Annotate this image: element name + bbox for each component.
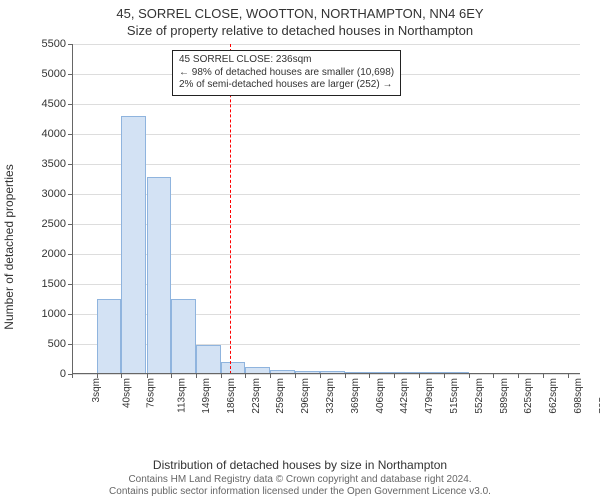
chart-area: 0 500 1000 1500 2000 2500 3000 3500 4000 4500 5000… <box>0 44 600 450</box>
x-tick-label: 662sqm <box>548 378 559 414</box>
x-tick-label: 40sqm <box>122 378 133 408</box>
x-tick-label: 406sqm <box>375 378 386 414</box>
chart-title-sub: Size of property relative to detached ho… <box>0 21 600 38</box>
x-axis-label: Distribution of detached houses by size … <box>0 458 600 472</box>
chart-container: { "title_main": "45, SORREL CLOSE, WOOTT… <box>0 0 600 500</box>
x-tick-mark <box>245 374 246 378</box>
plot-area: 0500100015002000250030003500400045005000… <box>72 44 580 374</box>
x-tick-mark <box>568 374 569 378</box>
x-tick-mark <box>444 374 445 378</box>
y-tick-label: 4000 <box>22 128 72 140</box>
x-tick-label: 186sqm <box>226 378 237 414</box>
x-tick-mark <box>147 374 148 378</box>
y-tick-label: 3500 <box>22 158 72 170</box>
x-tick-mark <box>345 374 346 378</box>
x-tick-mark <box>270 374 271 378</box>
y-tick-label: 3000 <box>22 188 72 200</box>
x-tick-label: 113sqm <box>176 378 187 413</box>
y-tick-label: 5000 <box>22 68 72 80</box>
x-tick-mark <box>543 374 544 378</box>
y-tick-label: 0 <box>22 368 72 380</box>
x-tick-label: 552sqm <box>474 378 485 414</box>
x-tick-label: 698sqm <box>573 378 584 414</box>
x-tick-mark <box>221 374 222 378</box>
x-tick-mark <box>72 374 73 378</box>
x-tick-mark <box>121 374 122 378</box>
x-tick-mark <box>518 374 519 378</box>
attribution-line: Contains public sector information licen… <box>0 486 600 498</box>
x-tick-mark <box>469 374 470 378</box>
y-tick-label: 1500 <box>22 278 72 290</box>
x-tick-label: 149sqm <box>201 378 212 414</box>
x-tick-mark <box>97 374 98 378</box>
x-tick-label: 442sqm <box>399 378 410 414</box>
attribution-line: Contains HM Land Registry data © Crown c… <box>0 474 600 486</box>
plot-border <box>72 44 580 374</box>
x-tick-mark <box>493 374 494 378</box>
x-tick-mark <box>369 374 370 378</box>
x-tick-label: 625sqm <box>523 378 534 414</box>
x-tick-label: 76sqm <box>146 378 157 408</box>
gridline <box>72 374 580 375</box>
x-tick-label: 3sqm <box>91 378 102 402</box>
y-tick-label: 500 <box>22 338 72 350</box>
x-tick-label: 332sqm <box>325 378 336 414</box>
x-tick-mark <box>394 374 395 378</box>
x-tick-label: 479sqm <box>424 378 435 414</box>
x-tick-label: 223sqm <box>251 378 262 414</box>
x-tick-mark <box>295 374 296 378</box>
x-tick-label: 589sqm <box>499 378 510 414</box>
x-tick-label: 259sqm <box>275 378 286 414</box>
x-tick-mark <box>419 374 420 378</box>
chart-title-main: 45, SORREL CLOSE, WOOTTON, NORTHAMPTON, … <box>0 0 600 21</box>
y-tick-label: 2500 <box>22 218 72 230</box>
y-tick-label: 2000 <box>22 248 72 260</box>
y-tick-label: 5500 <box>22 38 72 50</box>
chart-attribution: Contains HM Land Registry data © Crown c… <box>0 474 600 498</box>
x-tick-label: 369sqm <box>350 378 361 414</box>
x-tick-mark <box>196 374 197 378</box>
x-tick-label: 296sqm <box>301 378 312 414</box>
x-tick-mark <box>320 374 321 378</box>
y-tick-label: 1000 <box>22 308 72 320</box>
x-tick-label: 515sqm <box>449 378 460 414</box>
y-tick-label: 4500 <box>22 98 72 110</box>
x-tick-mark <box>171 374 172 378</box>
